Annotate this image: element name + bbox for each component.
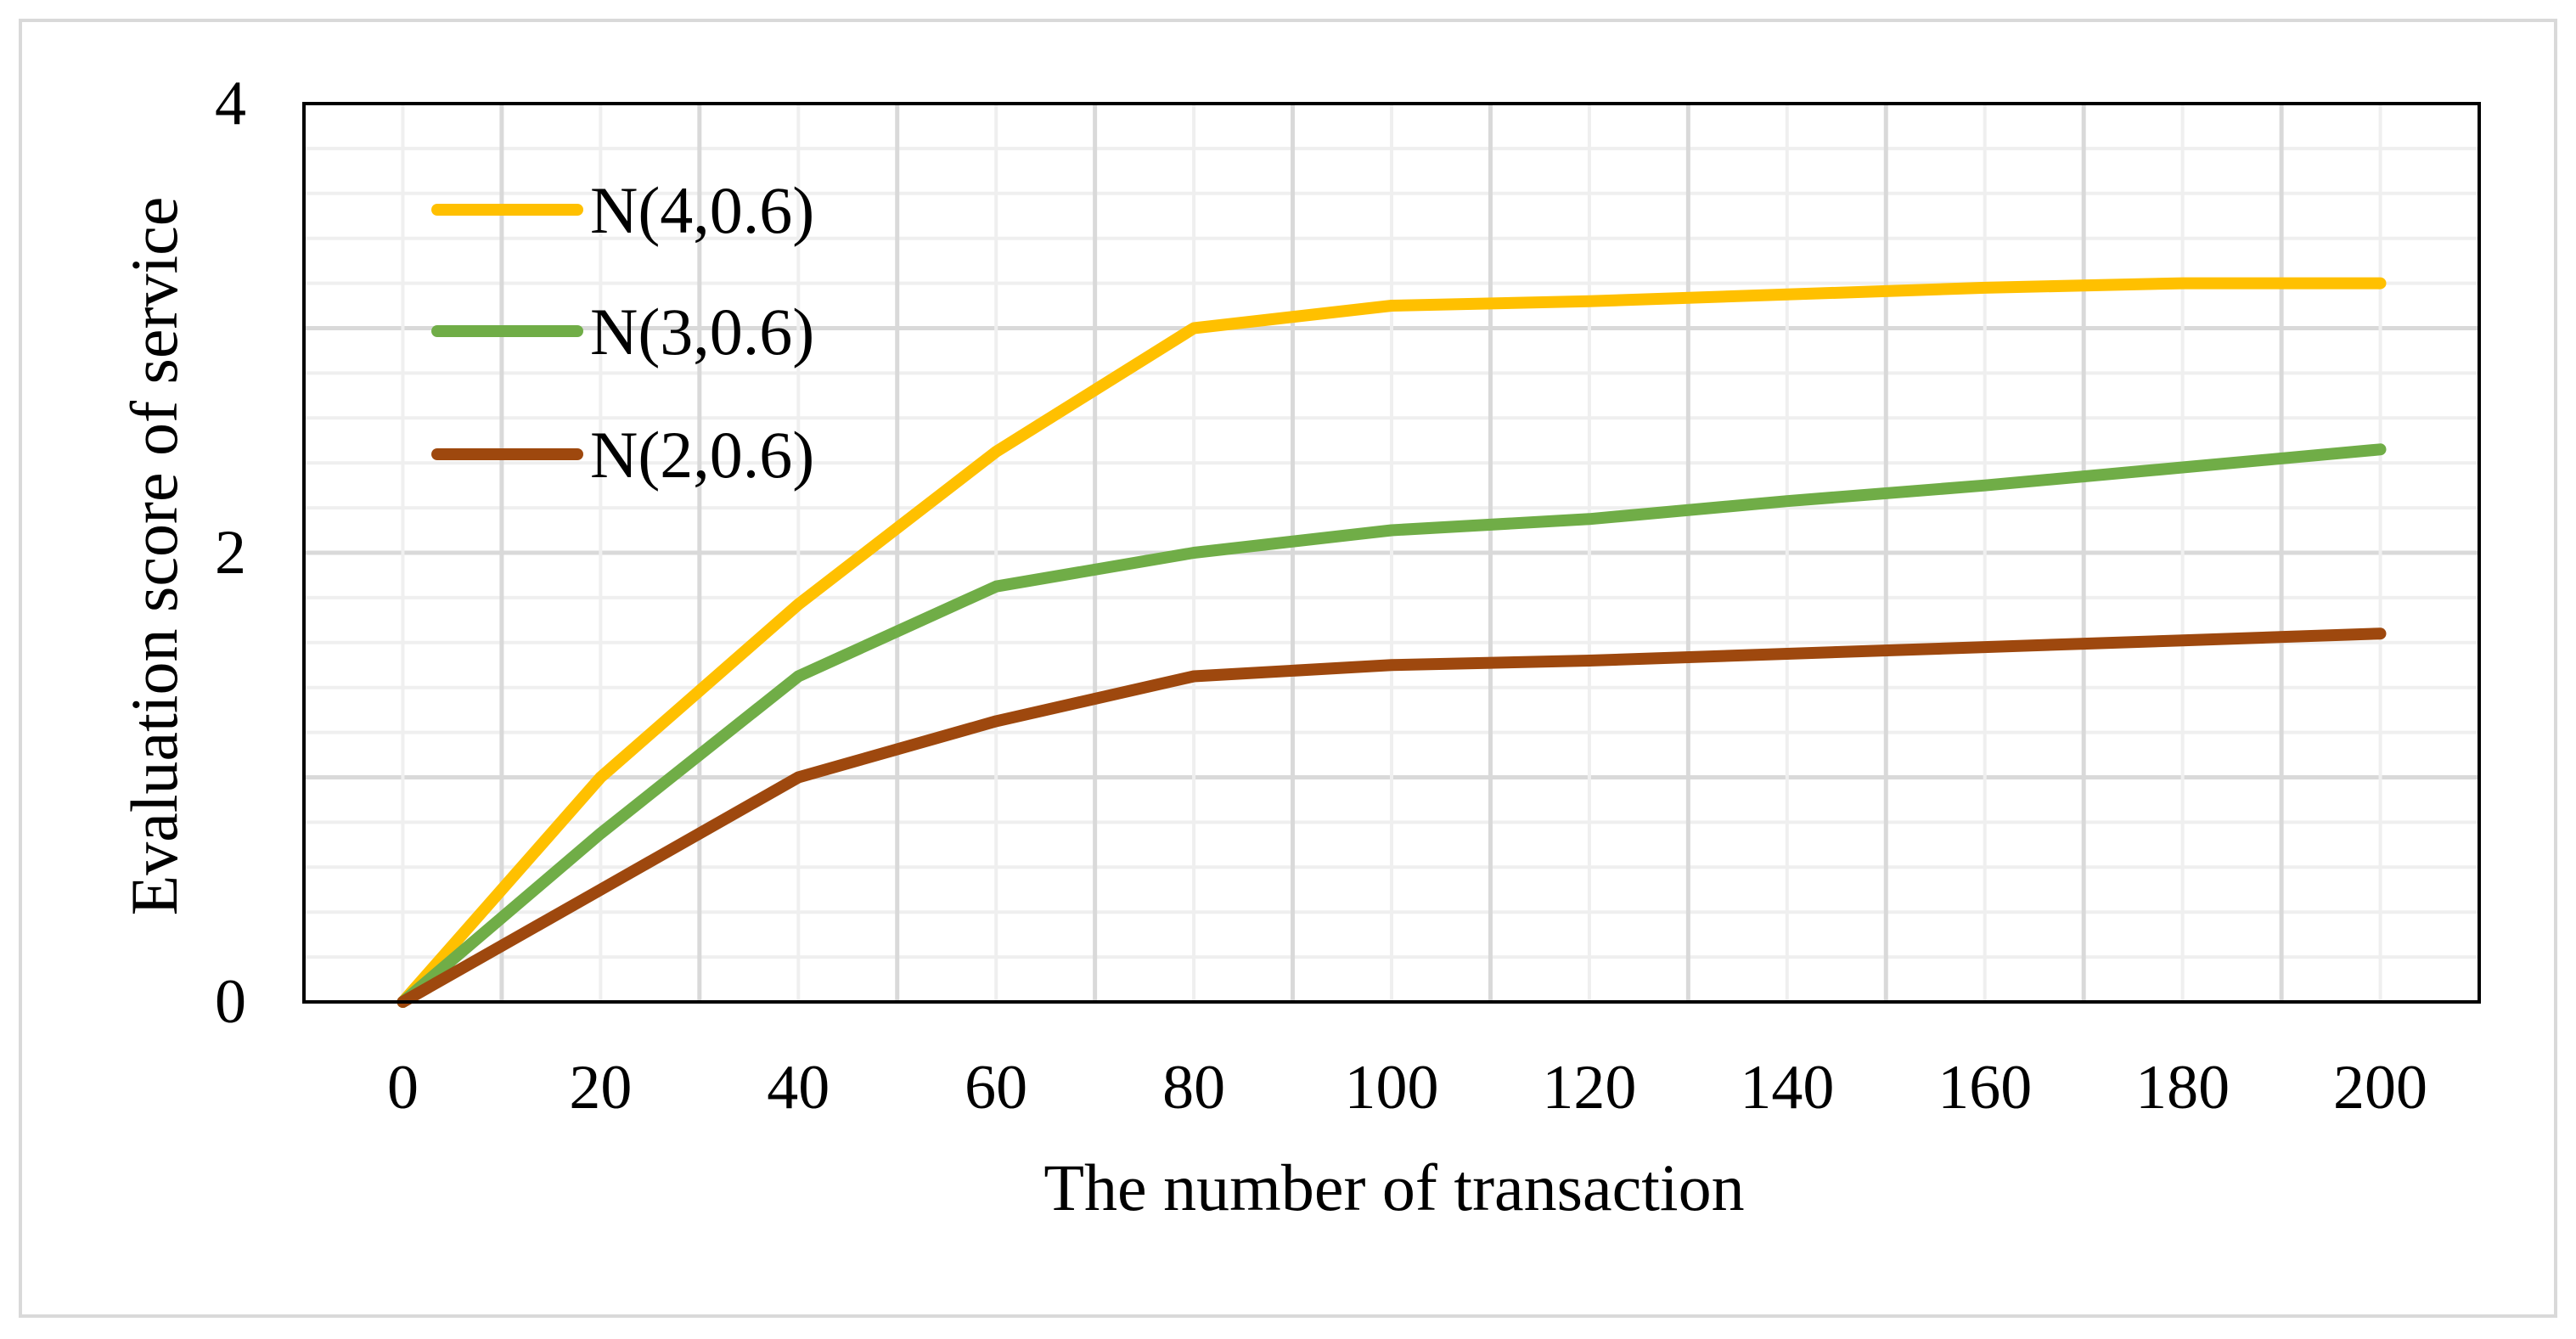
grid-lines	[304, 104, 2479, 1002]
y-tick-label: 2	[215, 518, 246, 588]
series-line-1	[397, 277, 2387, 1008]
series-line-2	[397, 443, 2387, 1008]
x-tick-label: 140	[1740, 1053, 1834, 1122]
y-tick-label: 4	[215, 69, 246, 138]
y-axis-ticks: 0 2 4	[215, 69, 246, 1037]
series-lines	[397, 277, 2387, 1008]
y-tick-label: 0	[215, 967, 246, 1037]
x-axis-title: The number of transaction	[1043, 1151, 1744, 1224]
legend-label-3: N(2,0.6)	[590, 418, 814, 492]
legend: N(4,0.6) N(3,0.6) N(2,0.6)	[431, 173, 814, 492]
legend-label-2: N(3,0.6)	[590, 295, 814, 369]
x-tick-label: 40	[767, 1053, 830, 1122]
x-tick-label: 120	[1542, 1053, 1636, 1122]
x-tick-label: 160	[1938, 1053, 2032, 1122]
x-axis-ticks: 0 20 40 60 80 100 120 140 160 180 200	[387, 1053, 2427, 1122]
x-tick-label: 80	[1162, 1053, 1225, 1122]
plot-area-border	[302, 102, 2481, 1004]
x-tick-label: 180	[2135, 1053, 2230, 1122]
x-tick-label: 0	[387, 1053, 419, 1122]
legend-label-1: N(4,0.6)	[590, 173, 814, 247]
plot-area-border-rect	[302, 102, 2481, 1004]
y-axis-title: Evaluation score of service	[117, 197, 191, 916]
x-tick-label: 60	[965, 1053, 1027, 1122]
x-tick-label: 20	[569, 1053, 632, 1122]
series-line-3	[397, 627, 2387, 1008]
x-tick-label: 200	[2333, 1053, 2427, 1122]
x-tick-label: 100	[1345, 1053, 1439, 1122]
